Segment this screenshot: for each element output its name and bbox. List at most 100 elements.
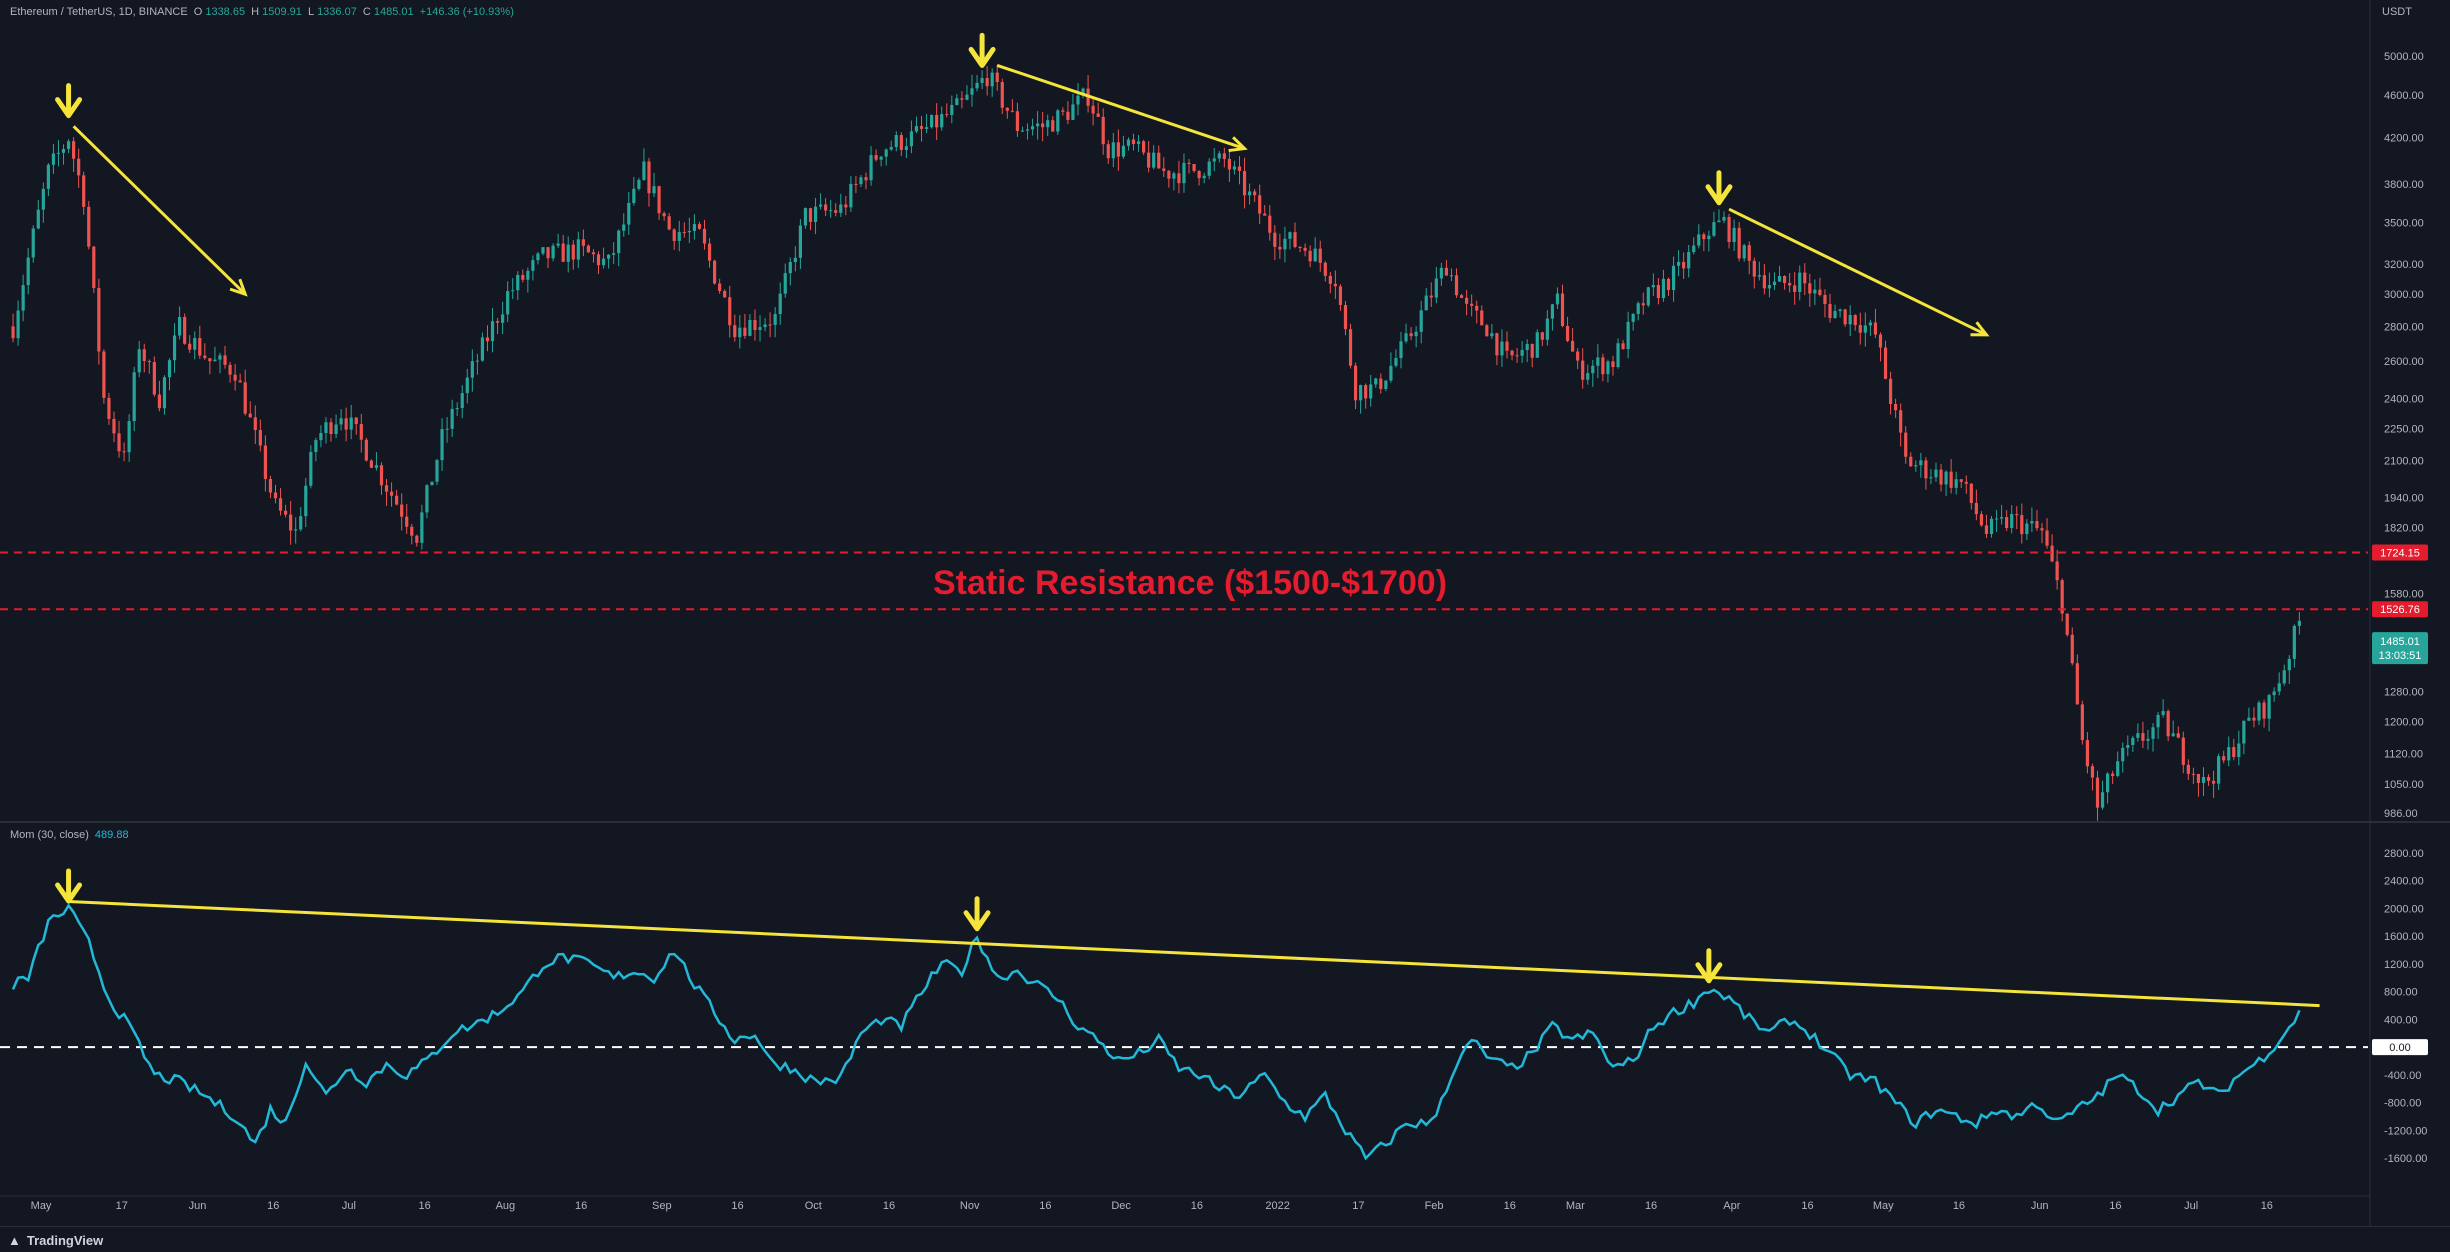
candle-body [1606,361,1610,375]
candle-body [697,224,702,229]
candle-body [2156,714,2160,728]
candle-body [1737,227,1741,259]
candle-body [1369,384,1373,399]
candle-body [223,355,227,365]
candle-body [1863,325,1867,333]
mom-tick-label: -1200.00 [2384,1125,2427,1137]
indicator-name[interactable]: Mom (30, close) [10,829,89,841]
candle-body [2282,670,2286,684]
candle-body [2070,634,2074,664]
candle-body [2272,691,2276,696]
candle-body [632,188,636,203]
time-tick-label: Aug [496,1200,516,1212]
candle-body [102,351,106,398]
candle-body [26,257,30,286]
footer-bar: ▲ TradingView [0,1226,2450,1252]
candle-body [1419,310,1423,332]
candle-body [924,127,929,129]
candle-body [1465,297,1469,304]
price-tick-label: 3500.00 [2384,217,2424,229]
candle-body [495,321,500,323]
candle-body [92,246,96,288]
candle-body [31,228,35,258]
candle-body [36,209,40,229]
candle-body [844,204,848,208]
candle-body [854,183,858,185]
candle-body [1515,355,1519,357]
candle-body [2211,780,2216,784]
candle-body [970,88,974,95]
candle-body [1449,275,1454,277]
candle-body [2262,702,2266,719]
candle-body [132,372,136,422]
candle-body [1041,123,1045,128]
tradingview-logo[interactable]: ▲ TradingView [8,1233,103,1248]
candle-body [2201,777,2206,783]
candle-body [137,349,141,373]
candle-body [1167,170,1171,179]
candle-body [1338,286,1343,305]
chart-canvas[interactable]: Static Resistance ($1500-$1700) 5000.00 4… [0,0,2450,1226]
price-tick-label: 1050.00 [2384,779,2424,791]
candle-body [793,257,797,263]
candle-body [1909,456,1913,467]
candle-body [2136,733,2140,738]
candle-body [2267,695,2271,719]
candle-body [294,529,298,531]
resistance-high-badge: 1724.15 [2372,544,2428,561]
candle-body [748,319,752,336]
time-tick-label: 16 [1191,1200,1203,1212]
candle-body [157,394,162,409]
countdown-text: 13:03:51 [2379,650,2422,662]
candle-body [2292,625,2296,659]
candle-body [415,535,419,543]
candle-body [1308,250,1312,262]
badge-text: 0.00 [2389,1042,2410,1054]
candle-body [334,424,338,434]
candle-body [1424,295,1428,311]
candle-body [2217,756,2221,784]
time-tick-label: 16 [1801,1200,1813,1212]
candle-body [430,481,434,486]
candle-body [1929,477,1933,479]
candle-body [1757,275,1761,277]
candle-body [2025,523,2029,535]
candle-body [21,285,25,311]
badge-text: 1526.76 [2380,604,2420,616]
time-tick-label: 16 [1645,1200,1657,1212]
candle-body [208,358,212,362]
mom-tick-label: -1600.00 [2384,1153,2427,1165]
candle-body [1051,120,1055,132]
candle-body [1066,111,1070,120]
last-price-badge: 1485.01 13:03:51 [2372,632,2428,665]
price-tick-label: 2800.00 [2384,321,2424,333]
candle-body [1374,378,1378,385]
candle-body [571,244,575,260]
trendline-arrowhead [1970,321,1990,337]
mom-tick-label: -800.00 [2384,1098,2421,1110]
time-tick-label: Apr [1723,1200,1740,1212]
candle-body [546,247,550,259]
candle-body [1994,518,1999,520]
candle-body [824,204,828,211]
mom-zero-badge: 0.00 [2372,1039,2428,1056]
candle-body [1121,145,1126,157]
candle-body [1530,343,1534,358]
resistance-low-badge: 1526.76 [2372,601,2428,618]
mom-tick-label: 1600.00 [2384,931,2424,943]
price-tick-label: 1940.00 [2384,493,2424,505]
candle-body [218,355,222,360]
candle-body [1459,295,1464,298]
candle-body [1707,235,1711,240]
candle-body [743,327,747,336]
candle-body [566,244,570,262]
candle-body [2222,756,2226,761]
candle-body [1111,142,1115,159]
time-tick-label: 16 [419,1200,431,1212]
time-tick-label: Oct [805,1200,822,1212]
candle-body [2242,720,2246,744]
candle-body [147,361,151,363]
candle-body [1328,275,1332,284]
symbol-title[interactable]: Ethereum / TetherUS, 1D, BINANCE [10,6,188,18]
candle-body [1353,365,1358,401]
